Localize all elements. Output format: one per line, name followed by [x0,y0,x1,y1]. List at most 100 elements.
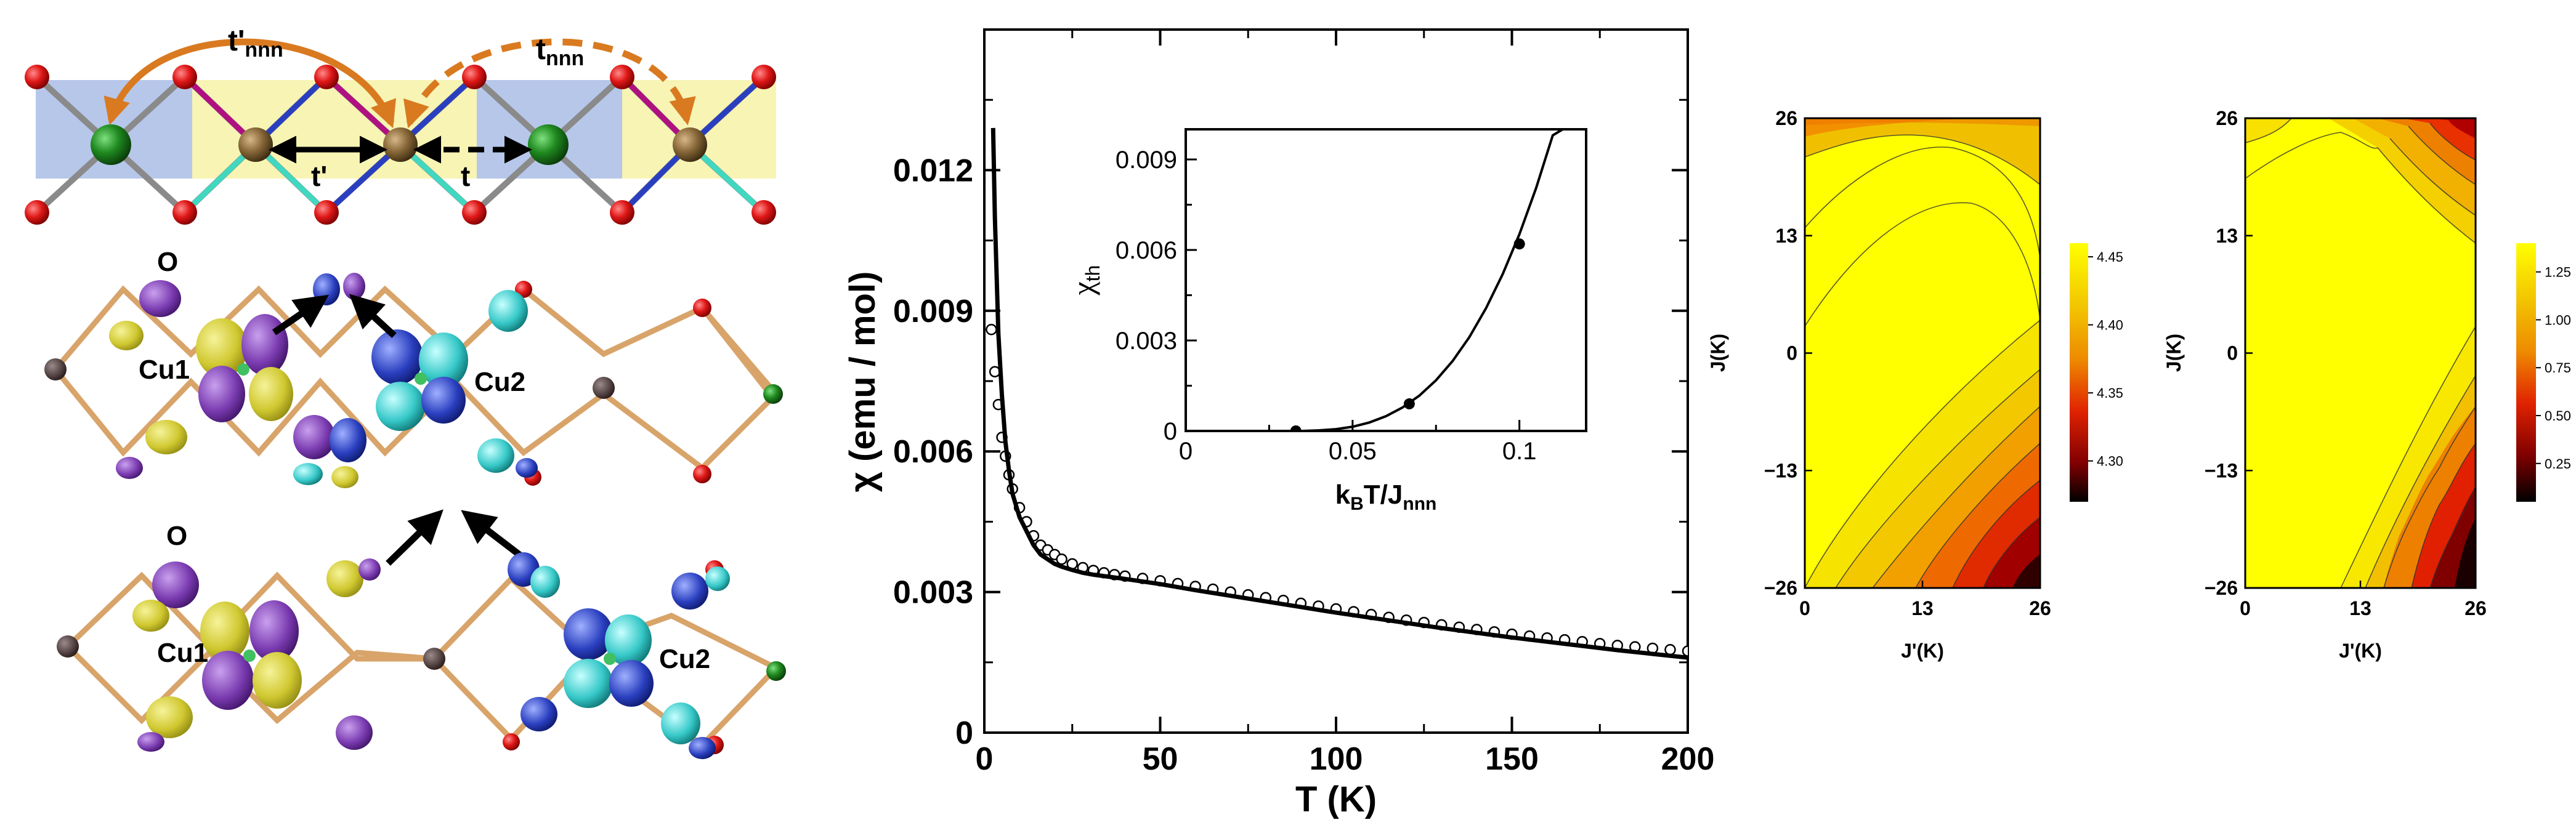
heatmap-2-field [2245,118,2476,588]
colorbar-1 [2070,243,2088,502]
y-tick-label: 0.009 [893,294,973,329]
heatmap-y-tick-label: 13 [2216,225,2238,247]
x-axis: 0 50 100 150 200 [976,30,1715,777]
heatmap-x-tick-label: 26 [2029,597,2051,619]
inset-plot-area [1286,129,1564,431]
x-tick-label: 100 [1310,741,1363,777]
colorbar-tick-label: 1.25 [2545,265,2571,280]
colorbar-tick-label: 4.35 [2097,385,2123,401]
wannier-orbitals-top: O Cu1 Cu2 [44,247,783,488]
inset-x-tick-label: 0.05 [1329,438,1377,465]
heatmap-1-field [1805,118,2040,588]
heatmap-y-tick-label: −13 [2205,459,2238,481]
wannier-orbitals-bottom: O Cu1 Cu2 [57,509,786,759]
label-o-top: O [157,247,178,277]
colorbar-tick-label: 1.00 [2545,312,2571,328]
inset-x-tick-label: 0 [1179,438,1193,465]
colorbar-2-ticks: 1.25 1.00 0.75 0.50 0.25 [2536,265,2571,472]
heatmap-panel-2: 0 13 26 −26 −13 0 13 26 J'(K) J(K) 1.25 1.00 0.75… [2163,107,2571,662]
plaquette-yellow-3 [622,80,776,179]
x-tick-label: 0 [976,741,994,777]
inset-y-tick-label: 0 [1164,418,1177,445]
inset-x-axis-label: kBT/Jnnn [1335,480,1437,514]
x-tick-label: 150 [1485,741,1539,777]
heatmap-1-y-label: J(K) [1707,334,1729,372]
data-point [1664,643,1676,656]
label-cu2-bottom: Cu2 [659,644,710,674]
label-t-nnn-prime: t'nnn [228,25,283,62]
y-tick-label: 0 [955,715,973,751]
inset-frame [1185,128,1587,432]
data-point [1056,553,1067,565]
cu-atom-3 [673,127,707,162]
colorbar-2 [2516,243,2536,502]
heatmap-x-tick-label: 0 [2240,597,2251,619]
label-t-nnn: tnnn [536,33,584,70]
heatmap-x-tick-label: 0 [1799,597,1810,619]
green-atom-2 [528,124,569,165]
susceptibility-chart: 0 50 100 150 200 0 0.003 0.006 0.009 0.012 T (K)… [843,28,1715,819]
oxygen-atoms [25,65,776,225]
label-o-bottom: O [166,521,187,551]
heatmap-1-axes: 0 13 26 −26 −13 0 13 26 [1764,107,2051,619]
inset-chart: 0 0.05 0.1 0 0.003 0.006 0.009 kBT/Jnnn χth [1066,128,1587,514]
heatmap-y-tick-label: −13 [1764,459,1797,481]
colorbar-tick-label: 4.40 [2097,318,2123,333]
heatmap-2-x-label: J'(K) [2339,640,2382,662]
colorbar-tick-label: 4.45 [2097,249,2123,265]
y-axis-label: χ (emu / mol) [843,272,883,493]
inset-x-tick-label: 0.1 [1502,438,1537,465]
colorbar-1-ticks: 4.45 4.40 4.35 4.30 [2088,249,2123,469]
inset-y-tick-label: 0.003 [1116,328,1177,355]
heatmap-x-tick-label: 26 [2465,597,2487,619]
inset-y-axis: 0 0.003 0.006 0.009 [1116,147,1197,445]
inset-y-tick-label: 0.006 [1116,237,1177,264]
label-cu2-top: Cu2 [474,367,525,397]
crystal-structure-panel: t'nnn tnnn t' t [25,25,786,759]
heatmap-y-tick-label: 0 [1786,342,1797,364]
inset-y-axis-label: χth [1066,265,1104,296]
label-t: t [461,160,470,192]
cu2-orbital-top [371,290,538,478]
data-point [986,324,997,336]
y-tick-label: 0.012 [893,153,973,188]
x-tick-label: 50 [1143,741,1178,777]
heatmap-y-tick-label: 0 [2227,342,2238,364]
heatmap-y-tick-label: −26 [1764,577,1797,599]
green-atom-1 [91,124,131,165]
label-cu1-top: Cu1 [139,355,190,385]
heatmap-y-tick-label: 26 [1775,107,1797,129]
plot-area [986,127,1688,660]
y-tick-label: 0.003 [893,575,973,611]
inset-point [1513,238,1525,250]
t-nnn-prime-arrow [103,38,396,129]
colorbar-tick-label: 0.75 [2545,360,2571,376]
colorbar-tick-label: 0.50 [2545,408,2571,424]
cu1-orbital-bottom [132,558,381,752]
cu-atom-1 [238,127,273,162]
heatmap-panel-1: 0 13 26 −26 −13 0 13 26 J'(K) J(K) 4.45 4.40 4.35… [1707,107,2123,662]
x-axis-label: T (K) [1295,779,1377,819]
colorbar-tick-label: 4.30 [2097,454,2123,469]
heatmap-y-tick-label: 13 [1775,225,1797,247]
heatmap-2-axes: 0 13 26 −26 −13 0 13 26 [2205,107,2487,619]
inset-curve [1286,129,1564,431]
heatmap-2-y-label: J(K) [2163,334,2185,372]
x-tick-label: 200 [1661,741,1715,777]
plaquette-chain: t'nnn tnnn t' t [25,25,776,225]
data-point [1682,645,1688,657]
colorbar-tick-label: 0.25 [2545,456,2571,472]
label-t-prime: t' [311,160,327,192]
fit-curve [990,127,1688,660]
cu2-orbital-bottom [508,552,730,759]
inset-point [1290,425,1302,431]
label-cu1-bottom: Cu1 [157,638,208,668]
inset-x-axis: 0 0.05 0.1 [1179,420,1537,465]
cu-atom-2 [383,127,418,162]
heatmap-y-tick-label: 26 [2216,107,2238,129]
heatmap-1-x-label: J'(K) [1901,640,1944,662]
y-tick-label: 0.006 [893,434,973,470]
t-nnn-arrow [403,38,696,129]
inset-y-tick-label: 0.009 [1116,147,1177,174]
